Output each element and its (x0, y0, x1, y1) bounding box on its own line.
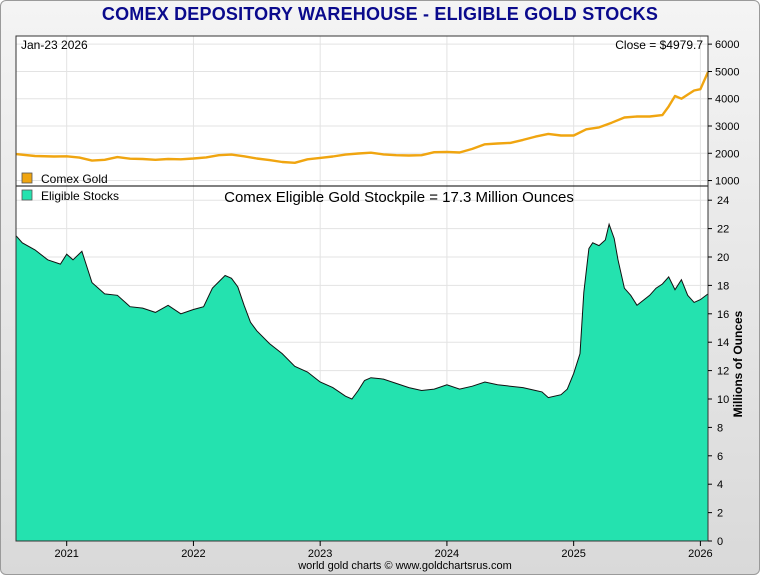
x-tick-label: 2026 (688, 548, 712, 560)
stocks-tick-label: 16 (717, 309, 729, 321)
stocks-tick-label: 14 (717, 337, 729, 349)
stockpile-title: Comex Eligible Gold Stockpile = 17.3 Mil… (224, 189, 574, 206)
footer-credit: world gold charts © www.goldchartsrus.co… (297, 560, 512, 572)
stocks-tick-label: 2 (717, 508, 723, 520)
x-tick-label: 2022 (181, 548, 205, 560)
gold-tick-label: 5000 (715, 66, 739, 78)
series-eligible-stocks-area (16, 224, 708, 542)
legend-swatch-comex-gold (21, 172, 33, 184)
legend-swatch-eligible-stocks (21, 189, 33, 201)
stocks-tick-label: 22 (717, 224, 729, 236)
stocks-tick-label: 0 (717, 536, 723, 548)
gold-tick-label: 2000 (715, 148, 739, 160)
x-tick-label: 2024 (435, 548, 459, 560)
stocks-tick-label: 24 (717, 195, 729, 207)
stocks-tick-label: 6 (717, 451, 723, 463)
stocks-tick-label: 8 (717, 422, 723, 434)
chart-title: COMEX DEPOSITORY WAREHOUSE - ELIGIBLE GO… (101, 4, 659, 24)
x-tick-label: 2021 (54, 548, 78, 560)
stocks-tick-label: 12 (717, 366, 729, 378)
x-tick-label: 2025 (561, 548, 585, 560)
stocks-tick-label: 20 (717, 252, 729, 264)
series-eligible-stocks-outline (15, 222, 709, 400)
gold-tick-label: 4000 (715, 94, 739, 106)
date-label: Jan-23 2026 (21, 38, 88, 52)
stocks-tick-label: 4 (717, 479, 723, 491)
series-comex-gold (15, 71, 710, 164)
legend-comex-gold: Comex Gold (41, 172, 108, 186)
close-price-label: Close = $4979.7 (615, 38, 703, 52)
gold-tick-label: 1000 (715, 176, 739, 188)
gold-price-panel (15, 71, 710, 164)
y-axis-title: Millions of Ounces (731, 310, 745, 417)
x-axis: 2021 2022 2023 2024 2025 2026 (54, 541, 713, 560)
legend-eligible-stocks: Eligible Stocks (41, 189, 119, 203)
plot-border (15, 35, 709, 542)
gold-y-axis: 1000 2000 3000 4000 5000 6000 (708, 39, 739, 188)
stocks-tick-label: 10 (717, 394, 729, 406)
gold-tick-label: 6000 (715, 39, 739, 51)
x-tick-label: 2023 (308, 548, 332, 560)
eligible-stocks-panel (15, 222, 709, 542)
stocks-tick-label: 18 (717, 280, 729, 292)
gold-tick-label: 3000 (715, 121, 739, 133)
